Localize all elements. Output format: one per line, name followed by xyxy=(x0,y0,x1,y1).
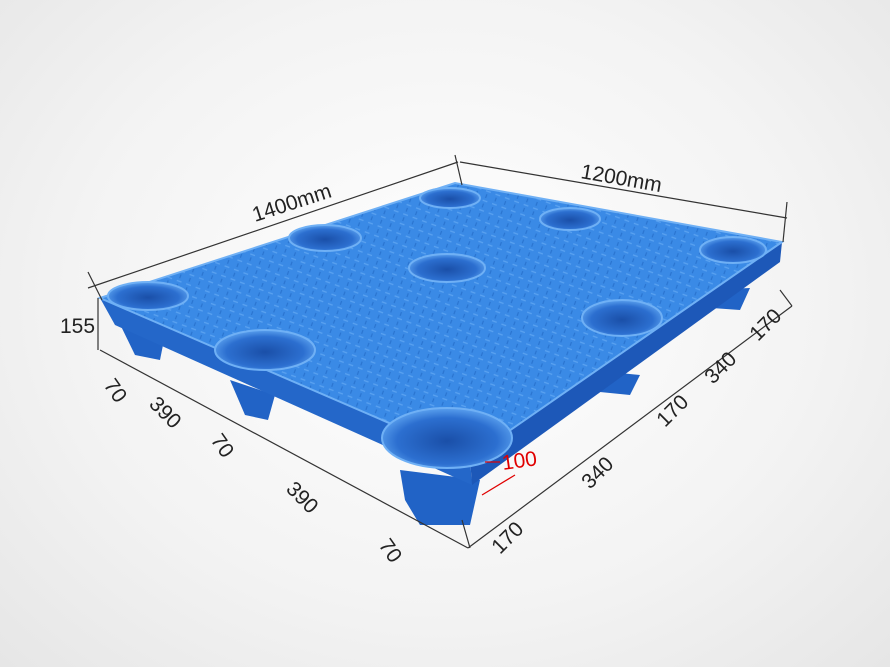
length-segment: 390 xyxy=(281,477,322,518)
length-segment: 70 xyxy=(374,535,406,567)
width-segment: 340 xyxy=(577,452,618,493)
pallet-cups xyxy=(107,187,767,469)
cup xyxy=(581,299,663,337)
cup xyxy=(408,253,486,283)
pallet-side-left xyxy=(100,298,472,485)
cup xyxy=(288,224,362,252)
pallet-side-right xyxy=(470,242,782,485)
length-label: 1400mm xyxy=(249,180,334,227)
width-segment: 170 xyxy=(487,517,528,558)
width-segment: 170 xyxy=(745,304,786,345)
cup xyxy=(699,236,767,264)
width-label: 1200mm xyxy=(579,160,663,197)
width-segment: 340 xyxy=(700,347,741,388)
length-segment: 70 xyxy=(99,375,131,407)
height-label: 155 xyxy=(60,315,95,338)
dimension-lines xyxy=(87,154,793,549)
cup xyxy=(214,329,316,371)
leg-height-label: 100 xyxy=(500,447,538,475)
cup xyxy=(419,187,481,209)
length-segment: 390 xyxy=(144,392,185,433)
cup xyxy=(107,281,189,311)
cup xyxy=(381,407,513,469)
cup xyxy=(539,207,601,231)
length-segment: 70 xyxy=(206,430,238,462)
pallet-top-deck xyxy=(97,181,785,460)
width-segment: 170 xyxy=(652,390,693,431)
